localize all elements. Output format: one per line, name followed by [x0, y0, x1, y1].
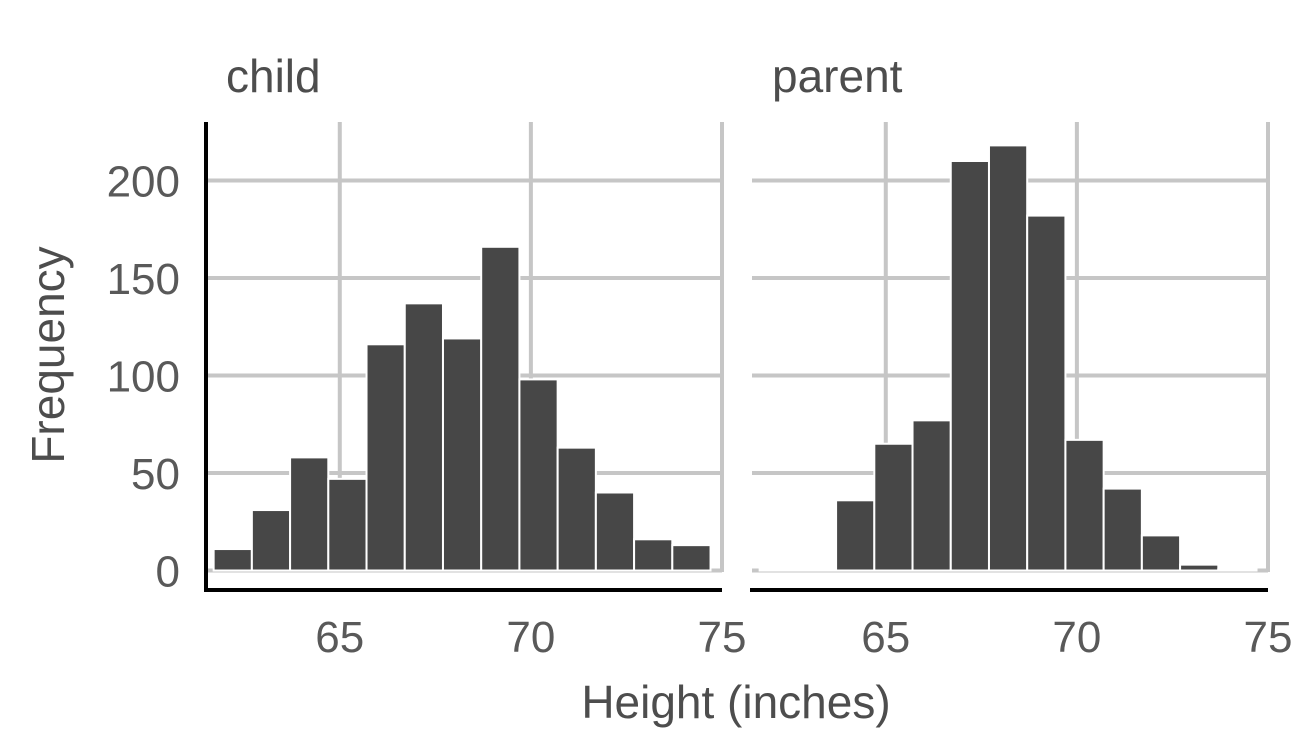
bars-layer: [212, 144, 1258, 572]
x-tick-label: 70: [506, 613, 555, 662]
facet-title: child: [226, 50, 321, 102]
axes-layer: [204, 122, 1268, 592]
histogram-bar: [1102, 487, 1143, 572]
x-tick-label: 75: [1244, 613, 1293, 662]
x-tick-label: 65: [315, 613, 364, 662]
histogram-bar: [289, 456, 330, 572]
y-tick-label: 50: [131, 450, 180, 499]
y-tick-label: 150: [107, 255, 180, 304]
facet-title: parent: [772, 50, 903, 102]
histogram-bar: [633, 538, 674, 572]
histogram-bar: [594, 491, 636, 572]
x-tick-label: 65: [861, 613, 910, 662]
histogram-bar: [1217, 568, 1258, 572]
histogram-bar: [949, 160, 990, 572]
histogram-bar: [873, 442, 914, 572]
x-tick-label: 70: [1052, 613, 1101, 662]
histogram-bar: [556, 446, 597, 572]
histogram-bar: [758, 568, 799, 572]
y-tick-label: 0: [156, 548, 180, 597]
y-axis-title: Frequency: [22, 246, 74, 463]
histogram-bar: [327, 477, 368, 572]
histogram-bar: [796, 568, 838, 572]
histogram-bar: [671, 544, 712, 572]
histogram-bar: [441, 337, 483, 572]
histogram-bar: [835, 499, 876, 572]
x-tick-label: 75: [698, 613, 747, 662]
x-axis-title: Height (inches): [581, 676, 890, 728]
histogram-bar: [250, 509, 292, 572]
y-tick-label: 200: [107, 158, 180, 207]
histogram-bar: [212, 548, 253, 572]
histogram-bar: [365, 343, 406, 572]
histogram-bar: [1179, 563, 1220, 572]
histogram-bar: [911, 419, 952, 572]
histogram-bar: [1026, 214, 1067, 572]
histogram-bar: [518, 378, 559, 572]
histogram-bar: [1064, 438, 1105, 572]
histogram-bar: [480, 245, 521, 572]
labels-layer: Height (inches) Frequency 65 70 75 child 65 7…: [22, 50, 1292, 728]
histogram-bar: [403, 302, 444, 572]
histogram-bar: [1140, 534, 1182, 572]
y-tick-label: 100: [107, 353, 180, 402]
histogram-bar: [987, 144, 1029, 572]
